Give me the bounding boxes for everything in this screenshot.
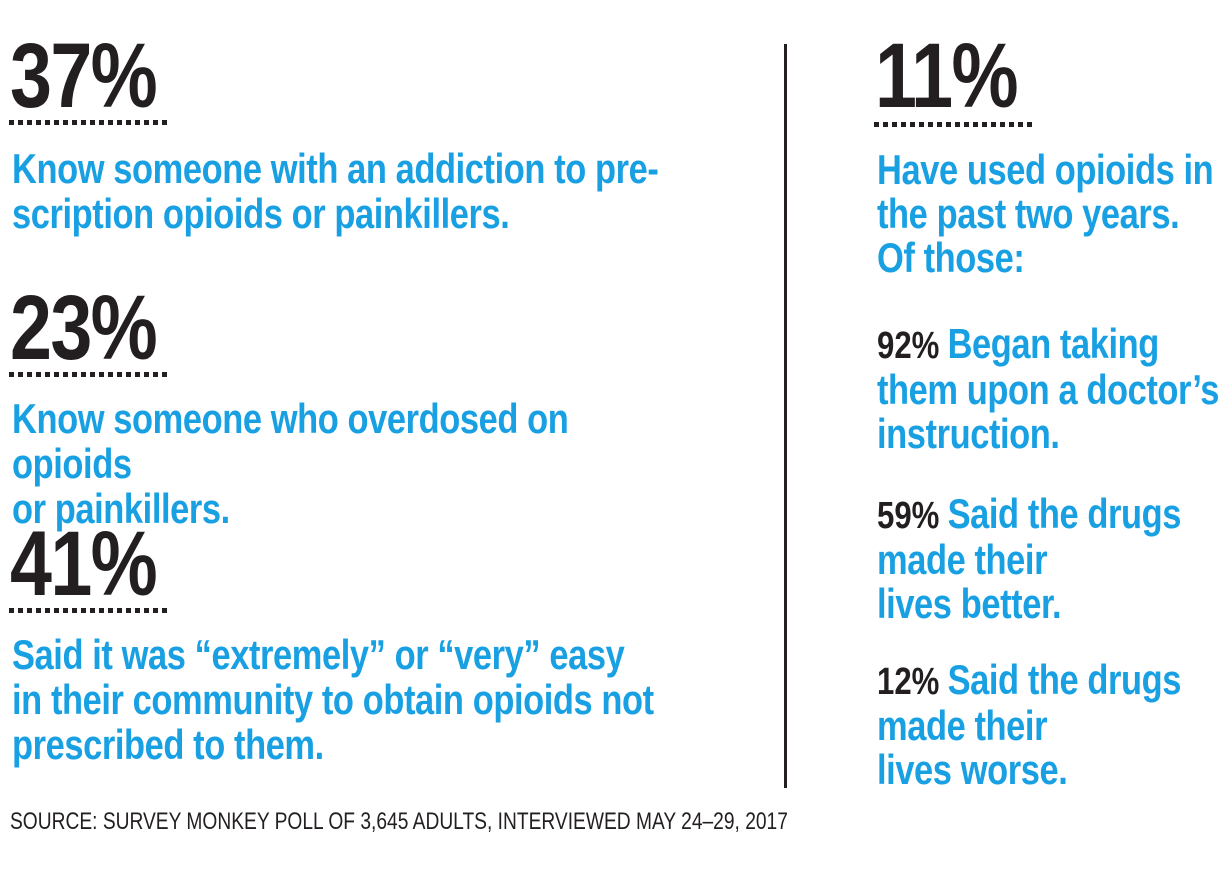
stat-value-23: 23%: [10, 277, 158, 379]
substat-value-92: 92%: [877, 325, 940, 367]
stat-value-11: 11%: [875, 25, 1019, 127]
substat-value-59: 59%: [877, 495, 940, 537]
dotted-rule: [9, 608, 167, 613]
substat-value-12: 12%: [877, 661, 940, 703]
substat-text: Began taking them upon a doctor’s instru…: [877, 320, 1219, 457]
substat-lives-better: 59% Said the drugs made their lives bette…: [877, 492, 1220, 626]
vertical-divider: [784, 44, 787, 788]
dotted-rule: [9, 372, 167, 377]
substat-doctors-instruction: 92% Began taking them upon a doctor’s ins…: [877, 322, 1220, 456]
substat-lives-worse: 12% Said the drugs made their lives worse…: [877, 658, 1220, 792]
substat-text: Said the drugs made their lives better.: [877, 490, 1182, 627]
stat-value-41: 41%: [10, 513, 158, 615]
stat-text-addiction: Know someone with an addiction to pre- s…: [12, 145, 659, 237]
stat-text-used-opioids: Have used opioids in the past two years.…: [877, 146, 1214, 281]
substat-text: Said the drugs made their lives worse.: [877, 656, 1182, 793]
source-attribution: SOURCE: SURVEY MONKEY POLL OF 3,645 ADUL…: [10, 808, 788, 835]
dotted-rule: [874, 122, 1032, 127]
dotted-rule: [9, 120, 167, 125]
stat-text-easy-to-obtain: Said it was “extremely” or “very” easy i…: [12, 631, 654, 768]
stat-value-37: 37%: [10, 25, 158, 127]
stat-text-overdosed: Know someone who overdosed on opioids or…: [12, 395, 569, 532]
